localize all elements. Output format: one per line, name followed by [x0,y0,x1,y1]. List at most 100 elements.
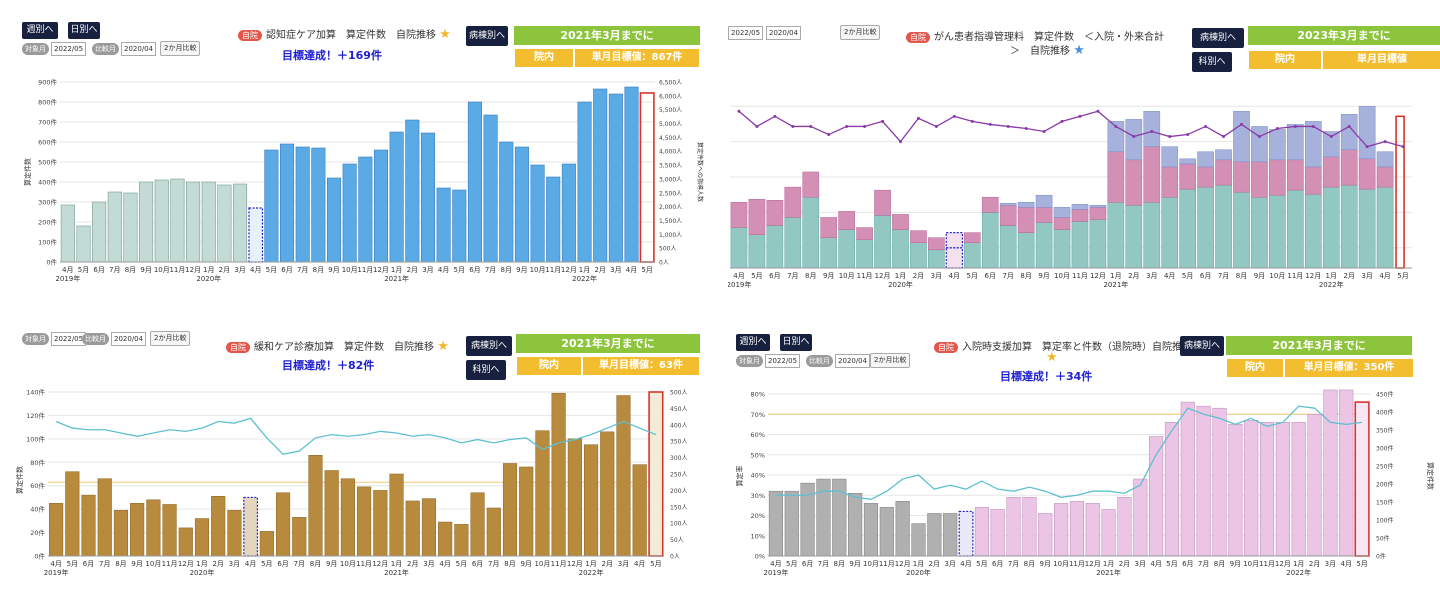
stacked-bar-segment [1017,232,1035,269]
y2-axis-label: 算定件数 [1426,462,1435,490]
y-axis-label: 算定率 [735,466,744,487]
line-point [1042,130,1046,133]
stacked-bar-segment [730,227,748,269]
daily-button[interactable]: 日別へ [780,334,812,351]
month-tick-label: 2月 [602,560,613,568]
weekly-button[interactable]: 週別へ [22,22,58,39]
chart-2: 4月 5月 6月 7月 8月 9月 10月 11月 12月 1月 2月 3月 4月 5月 6月 7月 8月 9月 1… [728,105,1412,289]
department-button[interactable]: 科別へ [466,360,506,380]
stacked-bar-segment [1215,149,1232,161]
month-tick-label: 1月 [913,560,924,568]
bar [452,189,467,263]
goal-deadline-banner: 2023年3月までに [1248,26,1440,45]
y2-tick-label: 1,000人 [659,232,682,239]
y2-tick-label: 0人 [659,260,669,267]
target-month-select[interactable]: 2022/05 [728,26,764,40]
month-tick-label: 10月 [340,560,356,568]
stacked-bar-segment [784,186,802,218]
y2-tick-label: 500人 [659,246,676,253]
stacked-bar-segment [1340,149,1358,186]
line-point [1186,133,1190,137]
stacked-bar-segment [1215,159,1232,186]
ward-button[interactable]: 病棟別へ [1192,28,1244,48]
target-month-select[interactable]: 対象月 2022/05 [22,332,87,346]
bar [499,141,514,263]
two-month-compare-button[interactable]: 2か月比較 [150,331,191,346]
stacked-bar-segment [802,196,820,269]
stacked-bar-segment [1035,207,1053,223]
bar [895,501,910,557]
bar [248,207,264,263]
target-month-select[interactable]: 対象月 2022/05 [22,42,87,56]
y2-tick-label: 250件 [1376,463,1393,471]
bar [483,114,498,263]
month-tick-label: 4月 [733,272,744,280]
in-hospital-label: 院内 [514,48,574,68]
compare-month-pill: 比較月 [82,333,109,345]
stacked-bar-segment [1071,209,1089,222]
stacked-bar-segment [1107,202,1125,269]
bar [421,498,437,557]
two-month-compare-button[interactable]: 2か月比較 [160,41,201,56]
y2-axis-label: 算定件数への指導人数 [696,142,704,202]
stacked-bar-segment [766,225,784,269]
bar [217,184,232,263]
y-tick-label: 0% [755,553,765,561]
bar [357,486,372,557]
stacked-bar-segment [892,214,909,230]
target-month-select[interactable]: 対象月 2022/05 [736,354,801,368]
stacked-bar-segment [1233,191,1250,269]
ward-button[interactable]: 病棟別へ [1180,336,1224,356]
month-tick-label: 12月 [1305,272,1321,280]
weekly-button[interactable]: 週別へ [736,334,770,351]
compare-month-select[interactable]: 比較月 2020/04 [82,332,147,346]
compare-month-value: 2020/04 [766,26,802,40]
bar [927,513,942,557]
year-tick-label: 2020年 [906,568,931,577]
month-tick-label: 12月 [1275,560,1291,568]
compare-month-select[interactable]: 比較月 2020/04 [806,354,871,368]
y2-tick-label: 6,000人 [659,93,682,100]
daily-button[interactable]: 日別へ [68,22,100,39]
line-point [1293,124,1297,128]
two-month-compare-button[interactable]: 2か月比較 [840,25,881,40]
compare-month-select[interactable]: 比較月 2020/04 [92,42,157,56]
y2-tick-label: 450件 [1376,391,1393,399]
stacked-bar-segment [1304,166,1322,195]
y-tick-label: 200件 [38,218,57,227]
bar [275,492,291,557]
month-tick-label: 11月 [357,266,373,274]
month-tick-label: 8月 [313,266,324,274]
month-tick-label: 1月 [585,560,596,568]
month-tick-label: 2月 [1309,560,1320,568]
month-tick-label: 12月 [372,560,388,568]
stacked-bar-segment [1233,161,1250,193]
stacked-bar-segment [730,202,748,228]
y-tick-label: 0件 [46,258,57,267]
stacked-bar-segment [963,232,981,243]
year-tick-label: 2022年 [1319,280,1344,289]
department-button[interactable]: 科別へ [1192,52,1232,72]
year-tick-label: 2021年 [384,274,409,283]
bar [311,147,326,263]
bar [1101,509,1116,557]
month-tick-label: 7月 [1008,560,1019,568]
y2-tick-label: 300件 [1376,445,1393,453]
ward-button[interactable]: 病棟別へ [466,336,512,356]
compare-month-value: 2020/04 [835,354,871,368]
monthly-target-label: 単月目標値：867件 [574,48,700,68]
stacked-bar-segment [892,229,909,269]
target-month-pill: 対象月 [736,355,763,367]
stacked-bar-segment [928,237,945,251]
y-tick-label: 60% [751,431,765,439]
month-tick-label: 11月 [1072,272,1088,280]
month-tick-label: 9月 [849,560,860,568]
compare-month-select[interactable]: 2020/04 [766,26,802,40]
month-tick-label: 3月 [423,560,434,568]
two-month-compare-button[interactable]: 2か月比較 [870,353,911,368]
month-tick-label: 9月 [326,560,337,568]
month-tick-label: 1月 [1326,272,1337,280]
bar [60,204,75,263]
ward-button[interactable]: 病棟別へ [466,26,508,46]
in-hospital-label: 院内 [516,356,582,376]
